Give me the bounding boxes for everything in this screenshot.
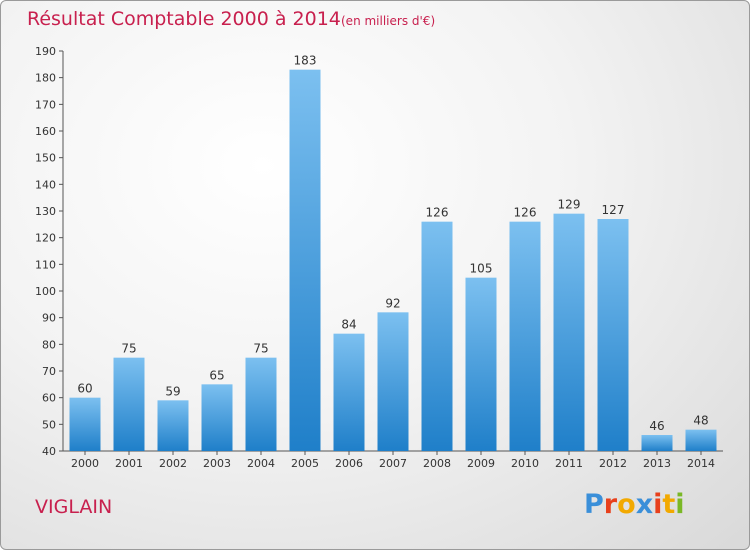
y-tick-label: 160 [35, 125, 56, 138]
bar [553, 213, 585, 451]
bar [201, 384, 233, 451]
x-tick-label: 2014 [687, 457, 715, 470]
bar-value-label: 126 [514, 206, 537, 220]
x-tick-label: 2012 [599, 457, 627, 470]
chart-title: Résultat Comptable 2000 à 2014 [27, 8, 341, 30]
bar [333, 333, 365, 451]
x-tick-label: 2006 [335, 457, 363, 470]
y-tick-label: 120 [35, 232, 56, 245]
x-tick-label: 2001 [115, 457, 143, 470]
y-tick-label: 50 [42, 418, 56, 431]
bar-value-label: 75 [253, 342, 268, 356]
bar [685, 429, 717, 451]
x-tick-label: 2000 [71, 457, 99, 470]
x-tick-label: 2007 [379, 457, 407, 470]
x-tick-label: 2008 [423, 457, 451, 470]
logo-letter: P [584, 489, 604, 520]
bar-value-label: 92 [385, 296, 400, 310]
bar-value-label: 126 [426, 206, 449, 220]
x-tick-label: 2003 [203, 457, 231, 470]
bar [157, 400, 189, 451]
x-tick-label: 2004 [247, 457, 275, 470]
y-tick-label: 150 [35, 152, 56, 165]
x-tick-label: 2013 [643, 457, 671, 470]
bar-value-label: 75 [121, 342, 136, 356]
bar-value-label: 60 [77, 382, 92, 396]
y-tick-label: 140 [35, 178, 56, 191]
logo-letter: t [662, 489, 676, 520]
logo-letter: x [635, 489, 654, 520]
bar [597, 219, 629, 451]
y-tick-label: 180 [35, 72, 56, 85]
bar-value-label: 183 [294, 54, 317, 68]
logo-letter: o [617, 489, 636, 520]
bar-value-label: 84 [341, 318, 356, 332]
bar [289, 69, 321, 452]
y-tick-label: 70 [42, 365, 56, 378]
bar-value-label: 127 [602, 203, 625, 217]
bar-value-label: 105 [470, 262, 493, 276]
bar [69, 397, 101, 451]
logo-letter: r [603, 489, 618, 520]
bar [509, 221, 541, 451]
bar-value-label: 65 [209, 368, 224, 382]
y-tick-label: 190 [35, 45, 56, 58]
bar [421, 221, 453, 451]
x-tick-label: 2010 [511, 457, 539, 470]
y-tick-label: 40 [42, 445, 56, 458]
x-tick-label: 2009 [467, 457, 495, 470]
bar [465, 277, 497, 451]
y-tick-label: 100 [35, 285, 56, 298]
chart-subtitle: (en milliers d'€) [341, 14, 436, 28]
bar [113, 357, 145, 451]
y-tick-label: 170 [35, 98, 56, 111]
commune-name: VIGLAIN [35, 496, 113, 518]
x-tick-label: 2002 [159, 457, 187, 470]
bar-value-label: 48 [693, 414, 708, 428]
logo-letter: i [653, 489, 663, 520]
x-tick-label: 2005 [291, 457, 319, 470]
logo-letter: i [675, 489, 685, 520]
bar-value-label: 46 [649, 419, 664, 433]
y-tick-label: 130 [35, 205, 56, 218]
x-tick-label: 2011 [555, 457, 583, 470]
y-tick-label: 90 [42, 312, 56, 325]
y-tick-label: 80 [42, 338, 56, 351]
proxiti-logo: Proxiti [584, 489, 685, 520]
bar-value-label: 59 [165, 384, 180, 398]
bar [377, 312, 409, 451]
y-tick-label: 60 [42, 392, 56, 405]
bar [641, 435, 673, 451]
bar-value-label: 129 [558, 198, 581, 212]
y-tick-label: 110 [35, 258, 56, 271]
bar [245, 357, 277, 451]
